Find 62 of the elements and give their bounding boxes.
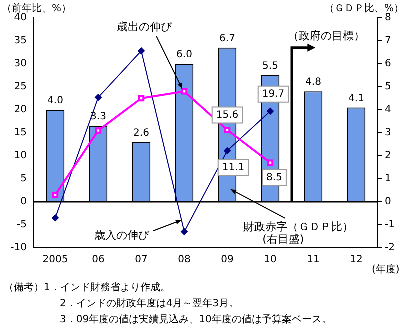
y2-tick-label: 8 [385, 12, 392, 24]
annotation: 歳出の伸び [117, 20, 174, 34]
y-tick-label: 10 [14, 150, 27, 162]
annotation: 歳入の伸び [94, 228, 151, 242]
y-tick-label: -10 [10, 242, 27, 254]
y-tick-label: 40 [14, 12, 27, 24]
data-label: 6.7 [220, 33, 236, 44]
y2-tick-label: -1 [385, 220, 395, 231]
y-tick-label: 20 [14, 104, 27, 116]
data-label: 19.7 [262, 88, 285, 100]
y2-tick-label: 3 [385, 128, 392, 139]
x-tick-label: 09 [221, 254, 234, 266]
point [267, 108, 274, 115]
data-label: 4.1 [348, 93, 364, 104]
data-label: 8.5 [266, 172, 282, 184]
point [267, 160, 274, 166]
point [95, 128, 102, 134]
point [52, 214, 59, 222]
data-label: 15.6 [216, 110, 239, 121]
y-tick-label: 15 [14, 128, 27, 139]
y2-tick-label: 0 [385, 196, 392, 208]
annotation: (右目盛) [262, 233, 304, 246]
x-tick-label: 06 [92, 254, 105, 266]
y2-tick-label: 7 [385, 36, 392, 47]
point [95, 94, 102, 102]
x-tick-label: 12 [350, 254, 363, 266]
x-tick-label: 07 [135, 254, 148, 266]
y-tick-label: 30 [14, 58, 27, 70]
x-tick-label: 2005 [42, 254, 68, 266]
point [181, 88, 188, 95]
point [52, 192, 59, 198]
text: 3．09年度の値は実績見込み、10年度の値は予算案ベース。 [60, 314, 332, 326]
point [224, 147, 231, 154]
y-tick-label: 5 [20, 174, 27, 185]
annotation: （政府の目標） [288, 30, 365, 43]
data-label: 2.6 [134, 128, 150, 139]
x-axis-title: (年度) [372, 264, 400, 276]
point [181, 228, 188, 236]
data-label: 6.0 [176, 50, 192, 61]
point [138, 48, 145, 55]
point [224, 127, 231, 134]
y2-tick-label: -2 [385, 242, 395, 254]
x-tick-label: 08 [178, 254, 191, 266]
text: 2．インドの財政年度は4月～翌年3月。 [60, 298, 240, 310]
data-label: 4.8 [306, 77, 322, 88]
y2-tick-label: 2 [385, 150, 392, 162]
data-label: 4.0 [48, 96, 64, 107]
x-tick-label: 10 [264, 254, 277, 266]
y2-tick-label: 5 [385, 82, 392, 93]
y-tick-label: -5 [17, 220, 27, 231]
data-label: 5.5 [262, 61, 278, 72]
text: （備考）1．インド財務省より作成。 [4, 282, 170, 294]
data-label: 11.1 [222, 162, 245, 174]
y2-tick-label: 6 [385, 58, 392, 70]
y-tick-label: 0 [20, 196, 27, 208]
x-tick-label: 11 [307, 254, 320, 266]
y2-tick-label: 4 [385, 104, 392, 116]
y-tick-label: 25 [14, 82, 27, 93]
y-tick-label: 35 [14, 36, 27, 47]
y2-tick-label: 1 [385, 174, 392, 185]
annotation: 財政赤字（ＧＤＰ比） [243, 220, 354, 234]
point [138, 95, 145, 102]
